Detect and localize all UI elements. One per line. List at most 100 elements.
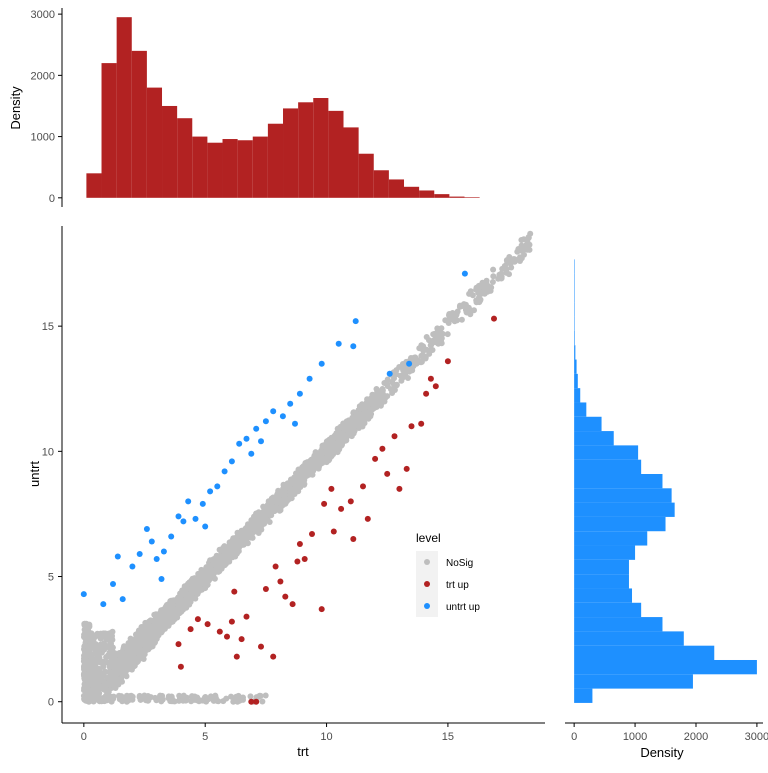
untrt-up-point: [136, 551, 143, 557]
trt-up-point: [491, 315, 497, 322]
nosig-point: [110, 663, 117, 670]
nosig-point: [379, 386, 386, 392]
nosig-point: [91, 688, 98, 694]
right-histogram-bar: [574, 431, 614, 446]
untrt-up-point: [296, 390, 303, 397]
top-histogram-panel: 0 1000 2000 3000 Density: [8, 8, 480, 207]
right-histogram-bar: [574, 502, 675, 517]
trt-up-point: [403, 465, 410, 472]
top-histogram-bar: [283, 108, 299, 198]
legend-label-trt-up: trt up: [446, 580, 469, 591]
scatter-y-title: untrt: [27, 461, 42, 487]
nosig-point: [416, 345, 423, 352]
nosig-point: [106, 663, 113, 670]
nosig-point: [444, 331, 451, 338]
untrt-up-point: [248, 450, 255, 457]
nosig-point: [110, 656, 117, 663]
right-histogram-bar: [574, 316, 575, 331]
untrt-up-point: [287, 400, 294, 407]
right-histogram-bar: [574, 459, 642, 474]
right-histogram-bar: [574, 588, 633, 603]
nosig-point: [101, 660, 108, 666]
untrt-up-point: [386, 370, 393, 377]
nosig-point: [341, 420, 348, 427]
nosig-point: [130, 643, 137, 650]
nosig-point: [157, 695, 164, 702]
nosig-point: [487, 287, 494, 294]
nosig-point: [117, 656, 124, 663]
untrt-up-point: [129, 563, 136, 570]
trt-up-point: [175, 641, 182, 648]
nosig-point: [137, 696, 144, 703]
trt-up-point: [364, 515, 371, 522]
right-histogram-x-tick-label: 0: [571, 731, 577, 743]
nosig-point: [122, 650, 129, 657]
untrt-up-point: [168, 533, 175, 540]
untrt-up-point: [160, 548, 167, 555]
top-histogram-bar: [192, 136, 208, 198]
untrt-up-point: [352, 318, 359, 325]
trt-up-point: [427, 375, 434, 382]
nosig-point: [319, 442, 326, 449]
right-histogram-bar: [574, 617, 663, 632]
nosig-point: [235, 692, 242, 699]
nosig-point: [81, 696, 88, 703]
untrt-up-point: [243, 435, 250, 442]
right-histogram-bar: [574, 473, 663, 489]
untrt-up-point: [153, 556, 160, 562]
nosig-point: [82, 686, 89, 693]
legend-label-nosig: NoSig: [446, 558, 473, 569]
nosig-point: [154, 622, 161, 629]
trt-up-point: [258, 643, 264, 650]
untrt-up-point: [258, 438, 264, 445]
top-histogram-y-title: Density: [8, 86, 23, 130]
trt-up-point: [233, 653, 240, 660]
trt-up-point: [277, 578, 284, 585]
top-histogram-bar: [222, 139, 238, 198]
trt-up-point: [294, 558, 301, 565]
right-histogram-bar: [574, 416, 602, 432]
untrt-up-point: [221, 468, 228, 475]
nosig-point: [323, 447, 330, 454]
right-histogram-x-title: Density: [640, 745, 684, 760]
nosig-point: [247, 693, 254, 700]
nosig-point: [112, 685, 119, 691]
top-histogram-bar: [207, 142, 223, 198]
nosig-point: [398, 377, 405, 384]
nosig-point: [206, 576, 213, 583]
scatter-y-tick-label: 0: [48, 697, 54, 709]
nosig-point: [266, 519, 273, 525]
trt-up-point: [262, 586, 269, 592]
scatter-y-ticks: 0 5 10 15: [42, 321, 62, 709]
nosig-point: [161, 619, 168, 626]
right-histogram-bar: [574, 631, 684, 646]
nosig-point: [438, 325, 445, 332]
top-histogram-bar: [298, 102, 314, 198]
nosig-point: [521, 251, 527, 258]
trt-up-point: [360, 483, 366, 490]
trt-up-point: [444, 358, 451, 365]
untrt-up-point: [279, 413, 286, 420]
top-histogram-y-tick-label: 0: [49, 193, 55, 205]
nosig-point: [490, 273, 497, 280]
nosig-point: [149, 623, 156, 630]
nosig-point: [218, 561, 225, 568]
nosig-point: [428, 338, 435, 345]
nosig-point: [243, 527, 250, 534]
top-histogram-bar: [373, 170, 389, 198]
right-histogram-bar: [574, 373, 578, 389]
nosig-point: [453, 310, 460, 317]
nosig-point: [367, 411, 374, 418]
nosig-point: [244, 540, 251, 547]
trt-up-point: [309, 531, 315, 537]
nosig-point: [113, 651, 120, 658]
trt-up-point: [372, 455, 379, 462]
nosig-point: [138, 631, 144, 638]
top-histogram-y-ticks: 0 1000 2000 3000: [31, 9, 62, 205]
right-histogram-bar: [574, 302, 575, 317]
nosig-point: [86, 623, 93, 630]
legend-key-trt-up: [424, 581, 430, 587]
scatter-panel: 0 5 10 15 0 5 10 15 trt untrt level NoSig trt …: [27, 226, 545, 759]
nosig-point: [144, 645, 151, 652]
untrt-up-point: [318, 360, 325, 367]
